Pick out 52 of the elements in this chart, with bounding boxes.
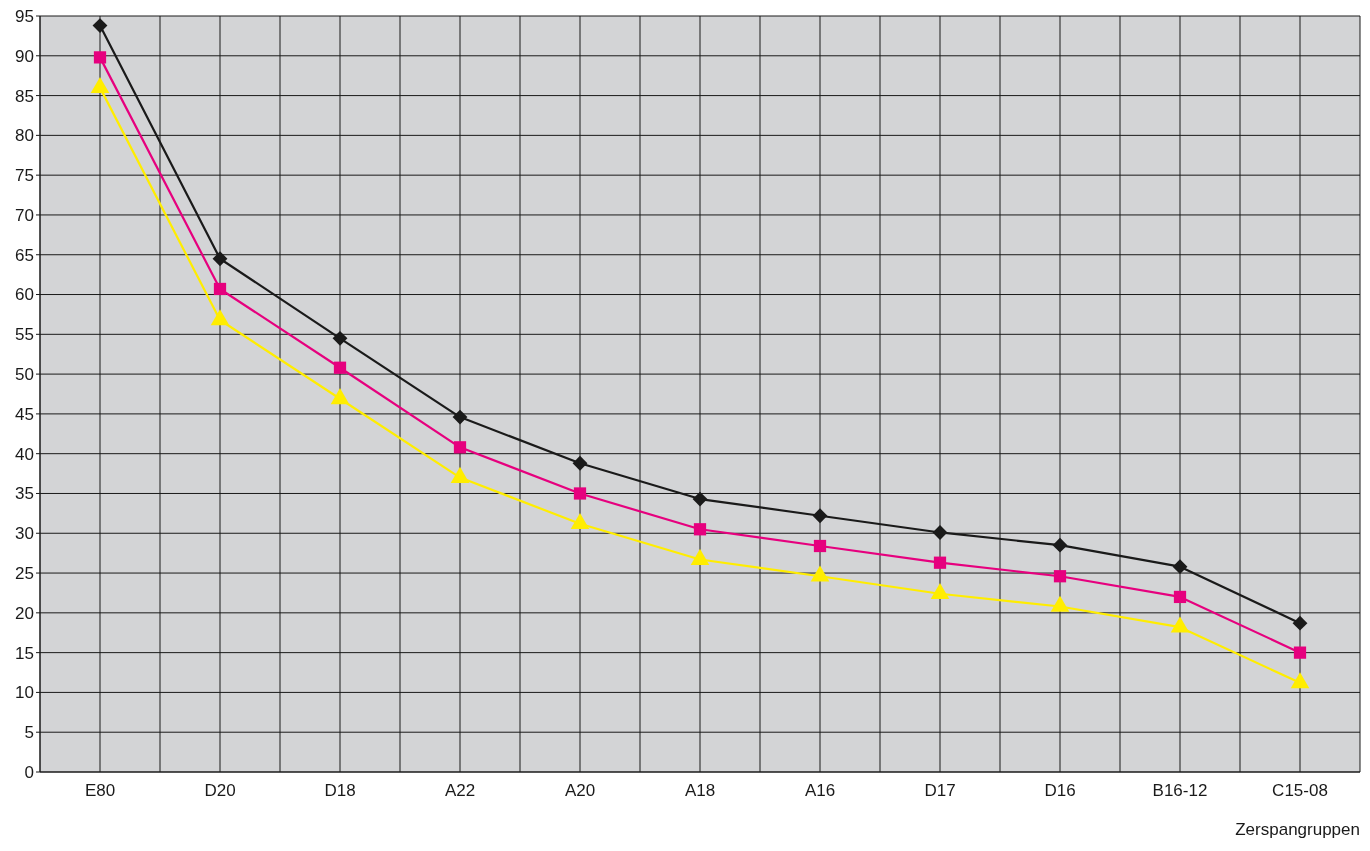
y-tick-label: 60 [15, 285, 34, 305]
x-tick-label: D16 [1044, 781, 1076, 800]
x-tick-label: A22 [444, 781, 476, 800]
point [333, 361, 347, 374]
point [213, 282, 227, 296]
y-tick-label: 10 [15, 683, 34, 703]
point [332, 330, 348, 346]
point [1172, 559, 1188, 575]
y-tick-label: 20 [15, 603, 34, 623]
point [692, 491, 708, 507]
x-tick-label: C15-08 [1272, 781, 1328, 800]
point [1053, 570, 1067, 583]
point [693, 523, 707, 536]
x-tick-label: D18 [324, 781, 356, 800]
x-tick-label: A20 [564, 781, 596, 800]
point [1292, 615, 1308, 631]
y-tick-label: 55 [15, 325, 34, 345]
y-tick-label: 5 [24, 723, 34, 743]
y-tick-label: 15 [15, 643, 34, 663]
x-tick-label: A16 [804, 781, 836, 800]
x-tick-label: A18 [684, 781, 716, 800]
point [813, 539, 827, 553]
y-tick-label: 25 [15, 564, 34, 583]
point [572, 455, 588, 471]
point [212, 251, 228, 267]
point [812, 508, 828, 524]
y-tick-label: 30 [15, 524, 34, 544]
y-tick-label: 90 [15, 46, 34, 66]
x-tick-label: E80 [84, 781, 116, 800]
y-tick-label: 85 [15, 86, 34, 106]
point [933, 556, 947, 569]
point [452, 409, 468, 425]
point [453, 441, 467, 454]
point [1173, 590, 1187, 604]
y-tick-label: 40 [15, 444, 34, 464]
y-tick-label: 65 [15, 245, 34, 265]
y-tick-label: 95 [15, 6, 34, 26]
y-tick-label: 0 [24, 762, 34, 782]
point [1052, 537, 1068, 553]
point [573, 487, 587, 500]
y-tick-label: 80 [15, 126, 34, 146]
y-tick-label: 50 [15, 365, 34, 385]
x-axis-title: Zerspangruppen [1235, 820, 1360, 839]
x-tick-label: D17 [924, 781, 956, 800]
y-tick-label: 70 [15, 205, 34, 225]
point [1293, 646, 1307, 659]
y-tick-label: 75 [15, 166, 34, 186]
y-tick-label: 45 [15, 404, 34, 424]
x-tick-label: B16-12 [1152, 781, 1208, 800]
x-tick-label: D20 [204, 781, 236, 800]
point [93, 51, 107, 64]
y-tick-label: 35 [15, 484, 34, 504]
